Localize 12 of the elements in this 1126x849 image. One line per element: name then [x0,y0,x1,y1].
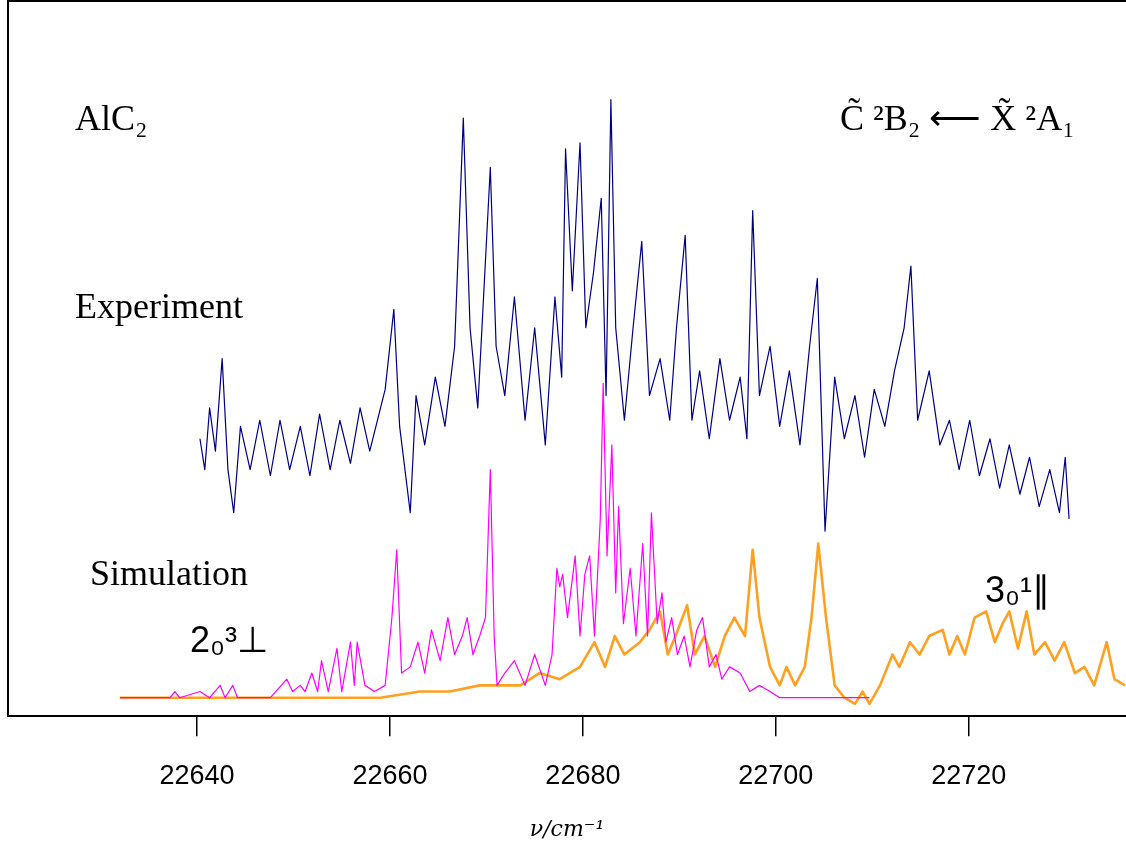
series-label: 2₀³⊥ [190,619,268,660]
series-label: 3₀¹∥ [985,569,1050,610]
x-tick-label: 22680 [545,759,621,790]
chart-subtitle: C̃ ²B₂ ⟵ X̃ ²A₁ [840,98,1075,138]
annotation: Simulation [90,553,249,593]
x-tick-label: 22640 [159,759,235,790]
x-tick-label: 22660 [352,759,428,790]
x-axis-title: ν/cm⁻¹ [529,815,605,841]
x-tick-label: 22720 [931,759,1007,790]
x-tick-label: 22700 [738,759,814,790]
chart-title: AlC₂ [75,98,148,138]
series-label: Experiment [75,286,243,326]
